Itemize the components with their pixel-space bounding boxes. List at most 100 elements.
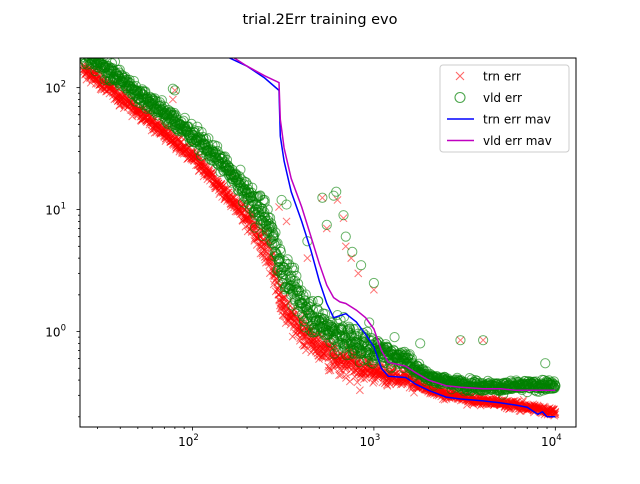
vld-err-point (478, 380, 489, 391)
trn-err-outlier (282, 217, 291, 226)
vld-err-point (550, 380, 561, 391)
trn-err-marker (302, 346, 310, 355)
vld-err-marker (221, 154, 233, 165)
vld-err-outlier (224, 162, 235, 173)
vld-err-marker (291, 270, 302, 282)
legend-marker-o (454, 91, 466, 104)
trn-err-marker (355, 386, 364, 395)
vld-err-marker (234, 171, 245, 182)
vld-err-marker (319, 308, 331, 319)
legend-label: trn err (483, 70, 521, 84)
vld-err-point (495, 382, 506, 393)
chart-title: trial.2Err training evo (242, 12, 397, 28)
trn-err-marker (217, 180, 226, 189)
legend-label: vld err mav (483, 134, 552, 148)
vld-err-point (351, 338, 362, 349)
trn-err-point (188, 153, 197, 161)
vld-err-marker (156, 95, 167, 106)
vld-err-marker (292, 278, 304, 289)
vld-err-point (201, 142, 212, 154)
vld-err-point (147, 97, 158, 108)
trn-err-point (369, 367, 378, 376)
vld-err-point (241, 188, 253, 199)
vld-err-marker (385, 363, 396, 374)
vld-err-point (455, 379, 466, 390)
trn-err-point (315, 342, 324, 351)
vld-err-point (268, 233, 279, 244)
vld-err-point (340, 333, 351, 344)
legend-label: trn err mav (483, 113, 551, 127)
plot-area (80, 58, 561, 420)
legend-label: vld err (483, 91, 522, 105)
vld-err-point (328, 326, 339, 337)
vld-err-marker (270, 227, 281, 238)
legend-marker-x (455, 71, 465, 81)
trn-err-outlier (339, 214, 348, 223)
trn-err-outlier (341, 242, 350, 251)
trn-err-marker (321, 349, 330, 357)
vld-err-marker (259, 197, 270, 208)
trn-err-outlier (456, 336, 465, 345)
vld-err-outlier (338, 210, 349, 221)
vld-err-outlier (321, 219, 332, 230)
trn-err-point (352, 362, 361, 371)
vld-err-outlier (540, 358, 551, 369)
trn-err-marker (353, 378, 362, 387)
trn-err-marker (340, 364, 349, 373)
trn-err-mav-line (229, 58, 556, 418)
vld-err-mav-line (233, 58, 556, 392)
trn-err-outlier (479, 336, 488, 345)
trn-err-marker (335, 371, 344, 380)
vld-err-outlier (259, 194, 270, 206)
vld-err-outlier (415, 338, 426, 349)
vld-err-outlier (167, 83, 178, 94)
vld-err-marker (338, 311, 350, 323)
vld-err-point (187, 129, 198, 140)
trn-err-outlier (322, 224, 331, 233)
vld-err-marker (170, 110, 181, 121)
vld-err-marker (265, 218, 277, 229)
vld-err-marker (298, 290, 309, 301)
trn-err-point (287, 313, 296, 322)
vld-err-outlier (281, 199, 292, 210)
vld-err-marker (546, 377, 558, 388)
vld-err-point (159, 107, 170, 119)
vld-err-marker (313, 295, 324, 307)
vld-err-marker (300, 295, 311, 306)
vld-err-marker (235, 164, 246, 175)
axes-frame (79, 57, 577, 428)
vld-err-point (219, 160, 230, 171)
vld-err-point (286, 280, 297, 291)
trn-err-point (297, 327, 306, 336)
trn-err-marker (252, 240, 261, 249)
trn-err-outlier (318, 193, 327, 202)
vld-err-point (259, 212, 270, 223)
vld-err-marker (186, 118, 197, 129)
vld-err-marker (341, 350, 352, 361)
vld-err-marker (288, 265, 299, 276)
trn-err-marker (326, 366, 335, 375)
vld-err-point (273, 255, 285, 266)
vld-err-outlier (368, 277, 379, 289)
vld-err-marker (99, 58, 109, 62)
trn-err-marker (228, 188, 237, 197)
trn-err-outlier (168, 95, 177, 104)
trn-err-outlier (303, 254, 312, 263)
legend-box (439, 64, 570, 153)
trn-err-marker (324, 366, 333, 375)
vld-err-marker (311, 303, 323, 314)
vld-err-outlier (389, 332, 400, 343)
series-trn-err (80, 60, 560, 420)
vld-err-point (368, 343, 379, 355)
legend: trn err vld err trn err mav vld err mav (439, 64, 570, 153)
trn-err-point (105, 84, 114, 93)
vld-err-marker (329, 348, 340, 359)
vld-err-outlier (317, 192, 328, 203)
trn-err-point (170, 137, 179, 146)
vld-err-outlier (169, 85, 180, 96)
vld-err-marker (249, 222, 261, 233)
vld-err-outlier (340, 231, 351, 242)
vld-err-point (296, 298, 307, 309)
vld-err-point (104, 65, 115, 76)
